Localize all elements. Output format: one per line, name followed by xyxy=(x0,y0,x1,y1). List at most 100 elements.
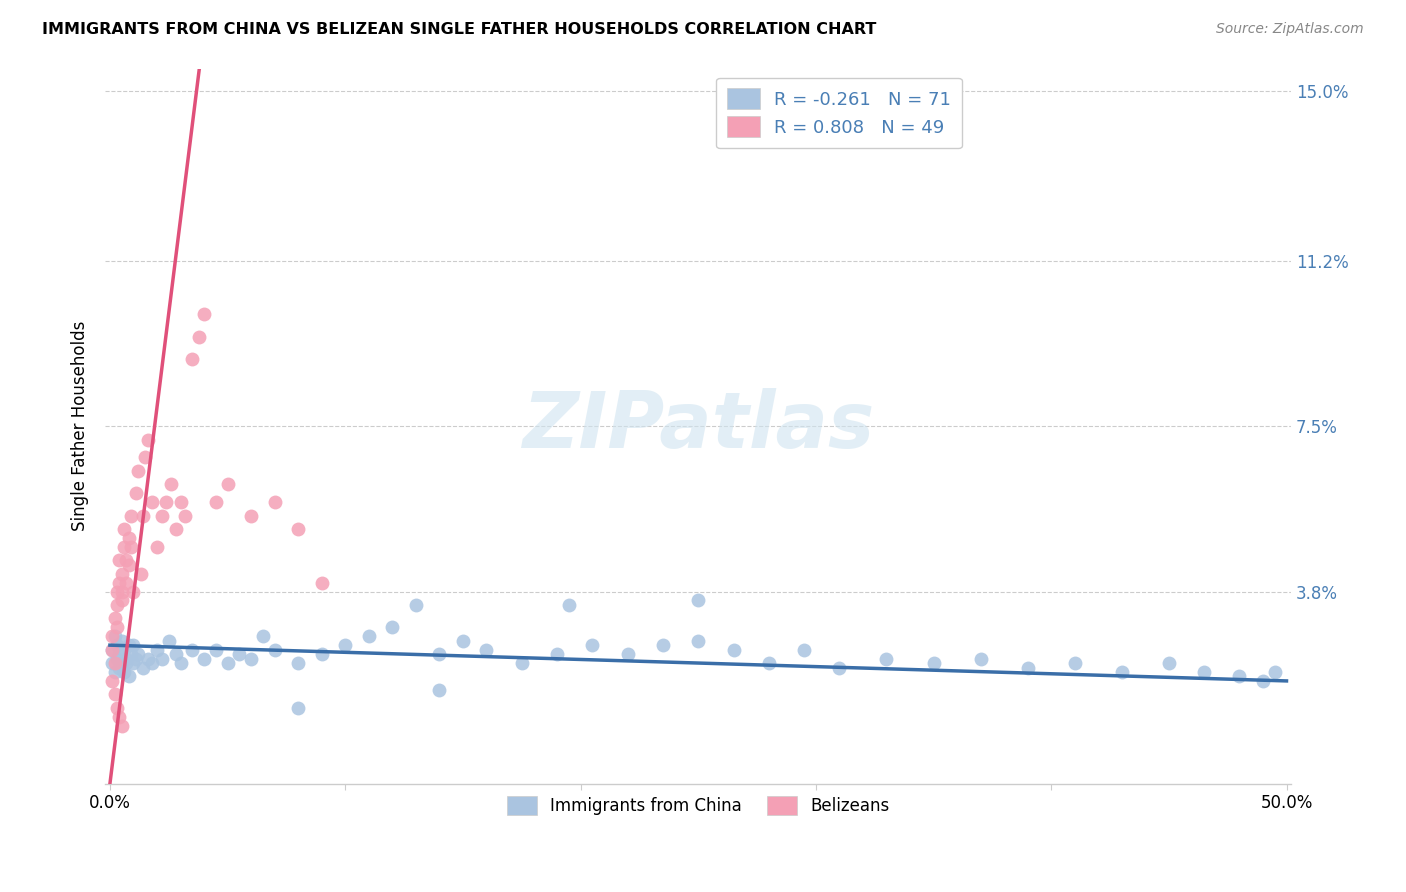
Text: IMMIGRANTS FROM CHINA VS BELIZEAN SINGLE FATHER HOUSEHOLDS CORRELATION CHART: IMMIGRANTS FROM CHINA VS BELIZEAN SINGLE… xyxy=(42,22,876,37)
Point xyxy=(115,553,138,567)
Point xyxy=(125,486,148,500)
Point xyxy=(287,656,309,670)
Point xyxy=(118,669,141,683)
Point xyxy=(127,464,149,478)
Point xyxy=(111,593,134,607)
Point xyxy=(311,647,333,661)
Point xyxy=(169,656,191,670)
Point xyxy=(311,575,333,590)
Point xyxy=(108,709,131,723)
Point xyxy=(150,508,173,523)
Point xyxy=(141,495,163,509)
Point xyxy=(475,642,498,657)
Point xyxy=(228,647,250,661)
Point xyxy=(115,651,138,665)
Point xyxy=(104,611,127,625)
Point xyxy=(1017,660,1039,674)
Point xyxy=(120,540,142,554)
Point xyxy=(111,718,134,732)
Point xyxy=(150,651,173,665)
Point xyxy=(132,660,155,674)
Text: Source: ZipAtlas.com: Source: ZipAtlas.com xyxy=(1216,22,1364,37)
Point xyxy=(157,633,180,648)
Point xyxy=(111,656,134,670)
Point xyxy=(136,651,159,665)
Point xyxy=(111,584,134,599)
Point xyxy=(793,642,815,657)
Point xyxy=(263,495,285,509)
Point xyxy=(105,638,128,652)
Point xyxy=(240,508,263,523)
Point xyxy=(204,642,226,657)
Point xyxy=(1264,665,1286,679)
Point xyxy=(381,620,404,634)
Point xyxy=(1251,673,1274,688)
Point xyxy=(357,629,380,643)
Point xyxy=(112,540,135,554)
Point xyxy=(122,584,145,599)
Point xyxy=(118,531,141,545)
Point xyxy=(105,598,128,612)
Point xyxy=(112,665,135,679)
Point xyxy=(1157,656,1180,670)
Legend: Immigrants from China, Belizeans: Immigrants from China, Belizeans xyxy=(496,786,900,825)
Point xyxy=(122,638,145,652)
Point xyxy=(127,647,149,661)
Point xyxy=(111,633,134,648)
Point xyxy=(581,638,603,652)
Point xyxy=(1229,669,1251,683)
Point xyxy=(105,651,128,665)
Point xyxy=(252,629,274,643)
Point xyxy=(160,477,183,491)
Point xyxy=(181,352,204,367)
Point xyxy=(104,629,127,643)
Point xyxy=(165,647,187,661)
Point xyxy=(193,651,215,665)
Point xyxy=(240,651,263,665)
Point xyxy=(188,329,211,343)
Point xyxy=(263,642,285,657)
Y-axis label: Single Father Households: Single Father Households xyxy=(72,321,89,532)
Point xyxy=(155,495,177,509)
Point xyxy=(120,647,142,661)
Point xyxy=(427,647,450,661)
Text: ZIPatlas: ZIPatlas xyxy=(522,388,875,464)
Point xyxy=(758,656,780,670)
Point xyxy=(101,673,124,688)
Point xyxy=(335,638,357,652)
Point xyxy=(108,575,131,590)
Point xyxy=(922,656,945,670)
Point xyxy=(451,633,474,648)
Point xyxy=(723,642,745,657)
Point xyxy=(141,656,163,670)
Point xyxy=(875,651,897,665)
Point xyxy=(1063,656,1085,670)
Point xyxy=(118,558,141,572)
Point xyxy=(287,522,309,536)
Point xyxy=(101,629,124,643)
Point xyxy=(108,553,131,567)
Point xyxy=(217,477,239,491)
Point xyxy=(287,700,309,714)
Point xyxy=(651,638,673,652)
Point xyxy=(134,450,156,465)
Point xyxy=(101,656,124,670)
Point xyxy=(104,665,127,679)
Point xyxy=(105,584,128,599)
Point xyxy=(165,522,187,536)
Point xyxy=(118,638,141,652)
Point xyxy=(122,656,145,670)
Point xyxy=(111,566,134,581)
Point xyxy=(136,433,159,447)
Point xyxy=(181,642,204,657)
Point xyxy=(546,647,568,661)
Point xyxy=(616,647,638,661)
Point xyxy=(1192,665,1215,679)
Point xyxy=(120,508,142,523)
Point xyxy=(105,700,128,714)
Point xyxy=(688,633,710,648)
Point xyxy=(104,656,127,670)
Point xyxy=(105,620,128,634)
Point xyxy=(115,575,138,590)
Point xyxy=(108,647,131,661)
